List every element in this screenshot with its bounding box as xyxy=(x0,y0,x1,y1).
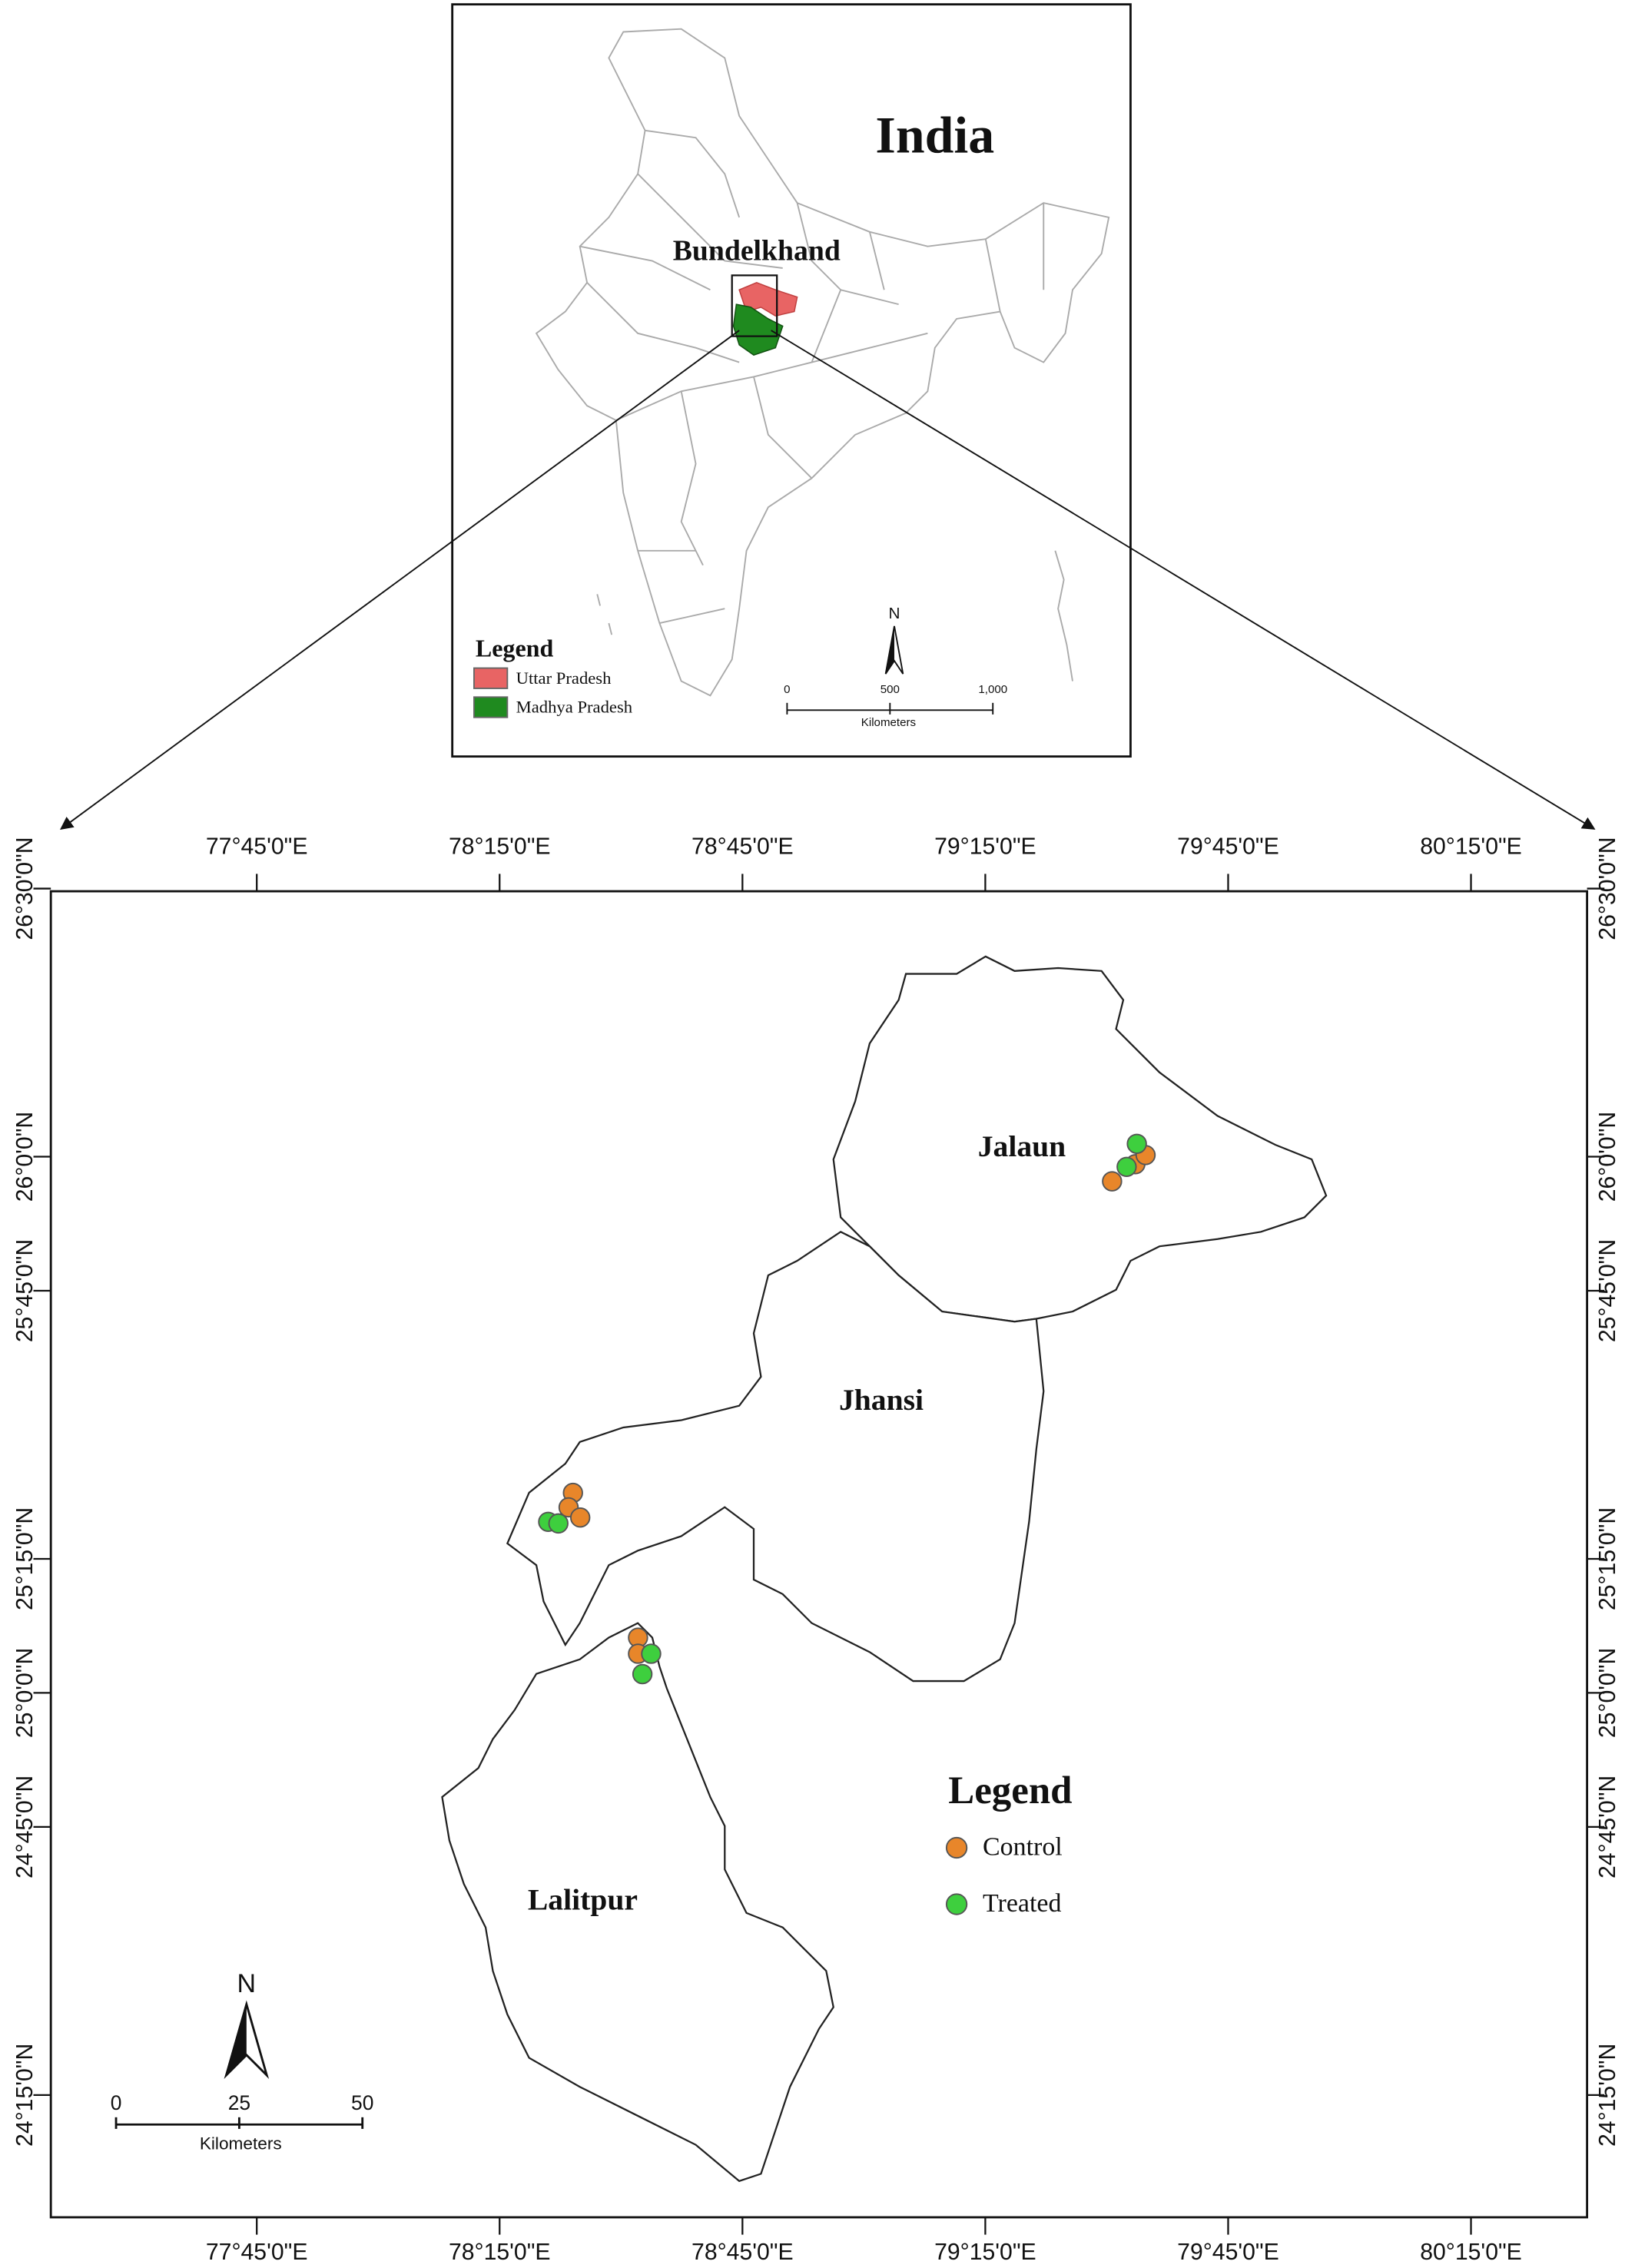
legend-swatch xyxy=(945,1836,968,1859)
legend-label: Madhya Pradesh xyxy=(516,698,633,717)
x-tick-label: 79°15'0"E xyxy=(934,2240,1036,2265)
district-label: Jalaun xyxy=(978,1129,1066,1163)
region-label: Bundelkhand xyxy=(673,235,841,267)
x-tick-label: 79°45'0"E xyxy=(1177,2240,1279,2265)
x-tick-label: 78°45'0"E xyxy=(691,2240,794,2265)
legend-title: Legend xyxy=(948,1769,1072,1812)
legend-label: Uttar Pradesh xyxy=(516,668,612,688)
inset-frame xyxy=(451,3,1132,758)
y-tick-label: 24°15'0"N xyxy=(12,2044,38,2147)
sample-point xyxy=(641,1643,662,1664)
scale-unit: Kilometers xyxy=(861,716,916,729)
legend-label: Control xyxy=(983,1833,1063,1862)
legend-swatch xyxy=(473,696,509,718)
x-tick-label: 78°45'0"E xyxy=(691,834,794,859)
inset-legend-title: Legend xyxy=(476,634,554,662)
y-tick-label: 25°0'0"N xyxy=(1595,1648,1620,1738)
y-tick-label: 25°45'0"N xyxy=(12,1239,38,1342)
scale-unit: Kilometers xyxy=(200,2134,282,2154)
north-label: N xyxy=(237,1969,257,1998)
x-tick-label: 78°15'0"E xyxy=(449,834,551,859)
y-tick-label: 24°45'0"N xyxy=(12,1776,38,1878)
scale-label: 1,000 xyxy=(978,683,1007,696)
sample-point xyxy=(1102,1171,1123,1192)
scale-label: 25 xyxy=(228,2091,250,2114)
x-tick-label: 79°15'0"E xyxy=(934,834,1036,859)
x-tick-label: 80°15'0"E xyxy=(1420,834,1522,859)
north-arrow xyxy=(884,625,904,675)
north-arrow xyxy=(224,2000,270,2079)
india-outline xyxy=(535,28,1110,697)
x-tick-label: 78°15'0"E xyxy=(449,2240,551,2265)
leader-line xyxy=(771,330,1596,830)
y-tick-label: 25°15'0"N xyxy=(12,1507,38,1610)
y-tick-label: 25°45'0"N xyxy=(1595,1239,1620,1342)
sample-point xyxy=(1126,1133,1147,1154)
y-tick-label: 26°0'0"N xyxy=(1595,1112,1620,1202)
leader-line xyxy=(60,330,740,830)
y-tick-label: 25°0'0"N xyxy=(12,1648,38,1738)
sample-point xyxy=(1116,1156,1137,1177)
legend-swatch xyxy=(945,1893,968,1915)
x-tick-label: 79°45'0"E xyxy=(1177,834,1279,859)
scale-label: 50 xyxy=(351,2091,373,2114)
scale-label: 500 xyxy=(881,683,900,696)
x-tick-label: 77°45'0"E xyxy=(206,2240,308,2265)
y-tick-label: 25°15'0"N xyxy=(1595,1507,1620,1610)
x-tick-label: 77°45'0"E xyxy=(206,834,308,859)
legend-swatch xyxy=(473,667,509,689)
y-tick-label: 26°30'0"N xyxy=(12,837,38,940)
y-tick-label: 24°15'0"N xyxy=(1595,2044,1620,2147)
inset-title: India xyxy=(875,106,994,164)
sample-point xyxy=(632,1663,653,1685)
district-label: Jhansi xyxy=(839,1383,924,1417)
scale-label: 0 xyxy=(784,683,790,696)
legend-label: Treated xyxy=(983,1889,1061,1918)
north-label: N xyxy=(888,605,900,622)
y-tick-label: 26°0'0"N xyxy=(12,1112,38,1202)
district-label: Lalitpur xyxy=(528,1883,638,1917)
scale-label: 0 xyxy=(111,2091,122,2114)
sample-point xyxy=(548,1513,569,1534)
y-tick-label: 24°45'0"N xyxy=(1595,1776,1620,1878)
y-tick-label: 26°30'0"N xyxy=(1595,837,1620,940)
sample-point xyxy=(569,1507,591,1528)
district-boundaries xyxy=(441,955,1328,2183)
x-tick-label: 80°15'0"E xyxy=(1420,2240,1522,2265)
bundelkhand-region xyxy=(731,274,798,356)
